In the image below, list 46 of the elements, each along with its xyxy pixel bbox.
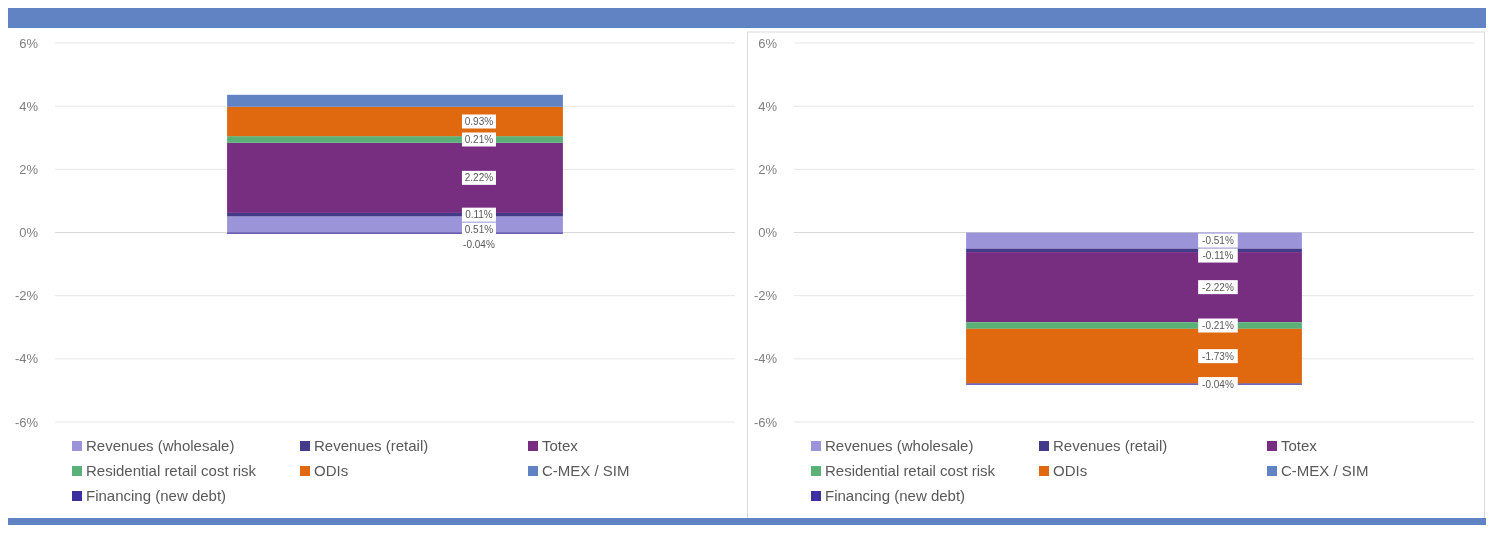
legend-label: ODIs [1053, 462, 1088, 479]
bar [227, 136, 563, 143]
legend-label: Revenues (wholesale) [86, 437, 235, 454]
legend-label: Revenues (retail) [314, 437, 429, 454]
legend-label: C-MEX / SIM [542, 462, 630, 479]
legend-label: Financing (new debt) [86, 487, 227, 504]
y-tick-label: 0% [19, 225, 39, 240]
y-tick-label: -6% [753, 414, 778, 430]
data-label: 0.93% [464, 115, 494, 127]
y-tick-label: 4% [758, 98, 778, 114]
y-tick-label: 0% [758, 225, 778, 240]
data-label: 0.11% [465, 209, 493, 221]
y-tick-label: 6% [758, 35, 778, 51]
legend-label: Residential retail cost risk [86, 462, 257, 479]
y-tick-label: 2% [758, 161, 778, 177]
legend-label: Financing (new debt) [825, 487, 966, 504]
legend-label: ODIs [314, 462, 349, 479]
legend-label: Residential retail cost risk [825, 462, 996, 479]
data-label: 2.22% [464, 172, 494, 184]
y-tick-label: -6% [14, 414, 39, 430]
bar [227, 94, 563, 107]
bar [966, 252, 1302, 323]
data-label: -0.04% [463, 239, 495, 251]
data-label: -0.51% [1202, 235, 1234, 247]
legend-label: Totex [542, 437, 579, 454]
data-label: 0.51% [464, 224, 494, 236]
bar [227, 216, 563, 233]
y-tick-label: 4% [19, 98, 39, 114]
bar [227, 106, 563, 137]
legend-label: Revenues (wholesale) [825, 437, 974, 454]
legend-label: Revenues (retail) [1053, 437, 1168, 454]
data-label: 0.21% [464, 133, 494, 145]
y-tick-label: -2% [14, 288, 39, 304]
y-tick-label: -2% [753, 288, 778, 304]
y-tick-label: 2% [19, 161, 39, 177]
data-label: -0.21% [1202, 320, 1234, 332]
y-tick-label: -4% [14, 351, 39, 367]
legend-label: Totex [1281, 437, 1318, 454]
data-label: -0.11% [1202, 250, 1234, 262]
data-label: -1.73% [1202, 350, 1234, 362]
legend-label: C-MEX / SIM [1281, 462, 1369, 479]
data-label: -0.04% [1202, 378, 1234, 390]
bar [966, 232, 1302, 249]
data-label: -2.22% [1202, 281, 1234, 293]
y-tick-label: -4% [753, 351, 778, 367]
y-tick-label: 6% [19, 35, 39, 51]
